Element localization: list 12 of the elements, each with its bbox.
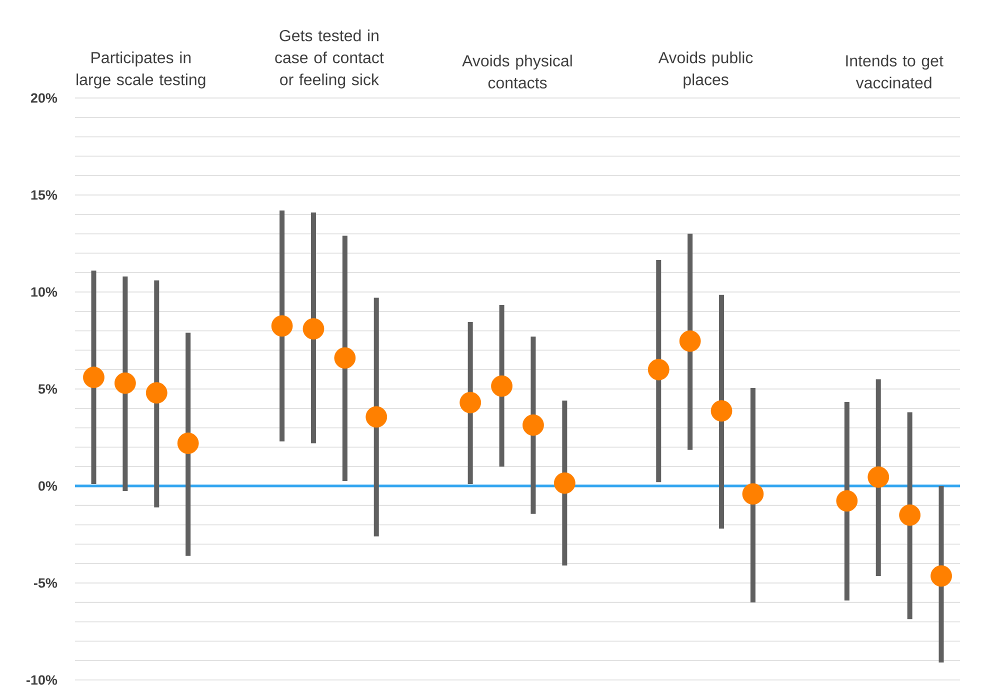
x-tick-label: Gets tested in case of contact or feeling sick xyxy=(275,30,384,88)
y-tick-label: 5% xyxy=(38,384,58,394)
x-tick-label: Intends to get vaccinated xyxy=(846,54,944,88)
y-tick-label: 20% xyxy=(30,93,58,103)
x-tick-label: Avoids public places xyxy=(658,52,753,88)
y-tick-label: 0% xyxy=(38,481,58,491)
x-tick-label: Avoids physical contacts xyxy=(462,54,572,88)
x-tick-label: Participates in large scale testing xyxy=(76,52,206,88)
y-tick-label: 10% xyxy=(31,287,58,297)
y-tick-label: -5% xyxy=(34,578,58,588)
y-tick-label: 15% xyxy=(31,190,58,200)
y-tick-label: -10% xyxy=(26,675,58,685)
